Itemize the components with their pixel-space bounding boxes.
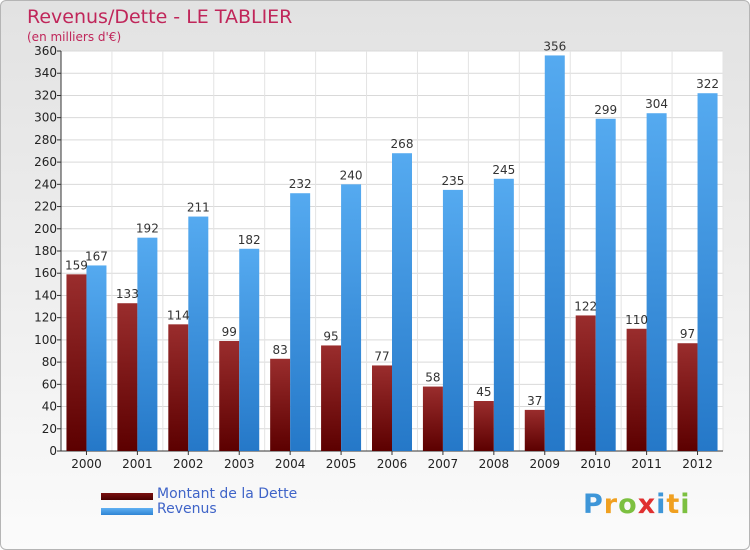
logo-letter: i xyxy=(656,489,666,520)
bar-dette xyxy=(576,315,596,451)
bar-revenus xyxy=(545,55,565,451)
x-tick-label: 2000 xyxy=(71,457,102,471)
data-label: 304 xyxy=(645,97,668,111)
data-label: 77 xyxy=(374,349,389,363)
data-label: 182 xyxy=(238,233,261,247)
bar-chart: 0 20 40 60 80 100 120 140 160 180 200 220 240 260 280 3… xyxy=(1,1,749,549)
data-label: 99 xyxy=(222,325,237,339)
bar-revenus xyxy=(698,93,718,451)
legend-swatch-dette xyxy=(101,493,153,500)
y-tick-label: 160 xyxy=(34,266,57,280)
proxiti-logo: Proxiti xyxy=(583,489,691,520)
data-label: 245 xyxy=(492,163,515,177)
data-label: 114 xyxy=(167,308,190,322)
data-label: 232 xyxy=(289,177,312,191)
data-label: 95 xyxy=(323,329,338,343)
data-label: 235 xyxy=(441,174,464,188)
x-tick-label: 2005 xyxy=(326,457,357,471)
logo-letter: o xyxy=(618,489,638,520)
data-label: 192 xyxy=(136,222,159,236)
logo-letter: i xyxy=(680,489,690,520)
y-tick-label: 20 xyxy=(42,422,57,436)
data-label: 299 xyxy=(594,103,617,117)
bar-revenus xyxy=(647,113,667,451)
y-tick-label: 180 xyxy=(34,244,57,258)
bar-revenus xyxy=(239,249,259,451)
data-label: 37 xyxy=(527,394,542,408)
y-tick-label: 120 xyxy=(34,311,57,325)
bar-revenus xyxy=(443,190,463,451)
x-tick-label: 2008 xyxy=(479,457,510,471)
data-label: 122 xyxy=(574,299,597,313)
bar-revenus xyxy=(341,184,361,451)
bar-dette xyxy=(270,359,290,451)
bar-dette xyxy=(219,341,239,451)
bar-dette xyxy=(525,410,545,451)
x-tick-label: 2001 xyxy=(122,457,153,471)
bar-revenus xyxy=(86,265,106,451)
data-label: 167 xyxy=(85,249,108,263)
y-tick-label: 40 xyxy=(42,400,57,414)
data-label: 240 xyxy=(340,168,363,182)
data-label: 268 xyxy=(391,137,414,151)
y-tick-label: 80 xyxy=(42,355,57,369)
y-tick-label: 300 xyxy=(34,111,57,125)
logo-letter: x xyxy=(638,489,656,520)
chart-frame: Revenus/Dette - LE TABLIER (en milliers … xyxy=(0,0,750,550)
data-label: 97 xyxy=(680,327,695,341)
bar-revenus xyxy=(137,238,157,451)
data-label: 110 xyxy=(625,313,648,327)
y-tick-label: 220 xyxy=(34,200,57,214)
bar-dette xyxy=(474,401,494,451)
bar-dette xyxy=(321,345,341,451)
legend-label-revenus: Revenus xyxy=(157,501,217,517)
y-tick-label: 200 xyxy=(34,222,57,236)
y-tick-label: 360 xyxy=(34,44,57,58)
data-label: 356 xyxy=(543,39,566,53)
x-tick-label: 2012 xyxy=(682,457,713,471)
bar-dette xyxy=(372,365,392,451)
data-label: 211 xyxy=(187,201,210,215)
y-tick-label: 140 xyxy=(34,288,57,302)
y-tick-label: 340 xyxy=(34,66,57,80)
data-label: 45 xyxy=(476,385,491,399)
data-label: 58 xyxy=(425,371,440,385)
data-label: 133 xyxy=(116,287,139,301)
x-tick-label: 2003 xyxy=(224,457,255,471)
x-tick-label: 2006 xyxy=(377,457,408,471)
bar-revenus xyxy=(290,193,310,451)
logo-letter: r xyxy=(604,489,618,520)
x-tick-label: 2007 xyxy=(428,457,459,471)
y-tick-label: 240 xyxy=(34,177,57,191)
x-tick-label: 2011 xyxy=(631,457,662,471)
y-tick-label: 0 xyxy=(49,444,57,458)
y-tick-label: 260 xyxy=(34,155,57,169)
x-tick-label: 2010 xyxy=(580,457,611,471)
x-tick-label: 2009 xyxy=(529,457,560,471)
bar-revenus xyxy=(494,179,514,451)
x-tick-label: 2002 xyxy=(173,457,204,471)
logo-letter: P xyxy=(583,489,604,520)
bar-dette xyxy=(117,303,137,451)
legend-label-dette: Montant de la Dette xyxy=(157,486,297,502)
bar-dette xyxy=(627,329,647,451)
bar-revenus xyxy=(596,119,616,451)
bar-revenus xyxy=(188,217,208,451)
y-tick-label: 100 xyxy=(34,333,57,347)
bar-dette xyxy=(678,343,698,451)
bar-revenus xyxy=(392,153,412,451)
bar-dette xyxy=(423,387,443,451)
data-label: 322 xyxy=(696,77,719,91)
y-tick-label: 280 xyxy=(34,133,57,147)
bar-dette xyxy=(66,274,86,451)
bar-dette xyxy=(168,324,188,451)
legend-swatch-revenus xyxy=(101,508,153,515)
y-tick-label: 60 xyxy=(42,377,57,391)
y-tick-label: 320 xyxy=(34,88,57,102)
data-label: 83 xyxy=(273,343,288,357)
logo-letter: t xyxy=(666,489,680,520)
x-tick-label: 2004 xyxy=(275,457,306,471)
